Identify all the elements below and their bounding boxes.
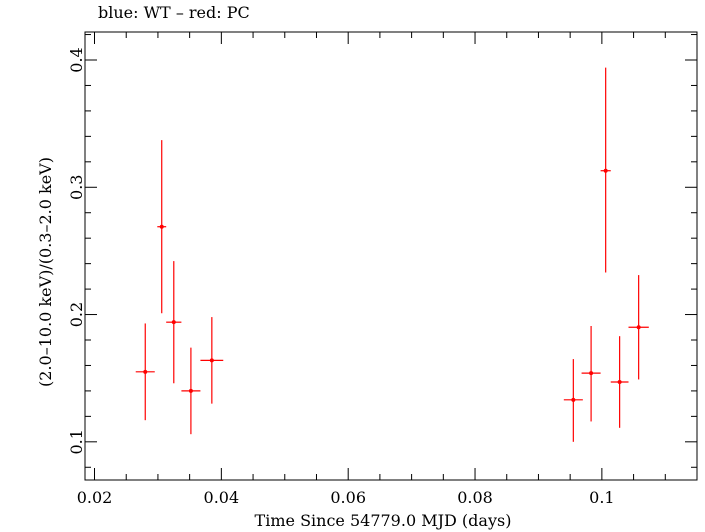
- point-marker: [603, 168, 608, 173]
- point-marker: [143, 369, 148, 374]
- point-marker: [617, 380, 622, 384]
- y-tick-label: 0.3: [67, 175, 86, 200]
- data-point: [181, 347, 201, 435]
- y-axis-ticks: 0.1 0.2 0.3 0.4: [67, 34, 697, 468]
- point-marker: [188, 388, 193, 393]
- data-point: [610, 336, 629, 428]
- x-tick-label: 0.06: [330, 488, 366, 507]
- point-marker: [636, 325, 641, 330]
- data-point: [600, 67, 611, 273]
- y-tick-label: 0.2: [67, 302, 86, 327]
- data-point: [563, 359, 583, 442]
- x-axis-ticks: 0.02 0.04 0.06 0.08 0.1: [77, 32, 698, 507]
- data-point: [200, 317, 224, 404]
- y-tick-label: 0.1: [67, 429, 86, 454]
- data-point: [157, 140, 167, 314]
- y-tick-label: 0.4: [67, 47, 86, 72]
- data-point: [581, 326, 601, 422]
- x-tick-label: 0.04: [204, 488, 240, 507]
- data-point: [135, 323, 155, 421]
- x-tick-label: 0.02: [77, 488, 113, 507]
- data-point: [166, 261, 182, 384]
- y-axis-label: (2.0–10.0 keV)/(0.3–2.0 keV): [36, 157, 55, 387]
- point-marker: [171, 320, 176, 325]
- data-point: [628, 275, 649, 380]
- x-tick-label: 0.1: [589, 488, 614, 507]
- x-tick-label: 0.08: [457, 488, 493, 507]
- point-marker: [209, 358, 214, 363]
- point-marker: [159, 224, 164, 229]
- x-axis-label: Time Since 54779.0 MJD (days): [255, 511, 512, 530]
- plot-frame: [84, 31, 698, 481]
- chart-title: blue: WT – red: PC: [98, 3, 250, 22]
- point-marker: [571, 397, 576, 402]
- point-marker: [589, 371, 594, 376]
- data-points: [135, 67, 649, 442]
